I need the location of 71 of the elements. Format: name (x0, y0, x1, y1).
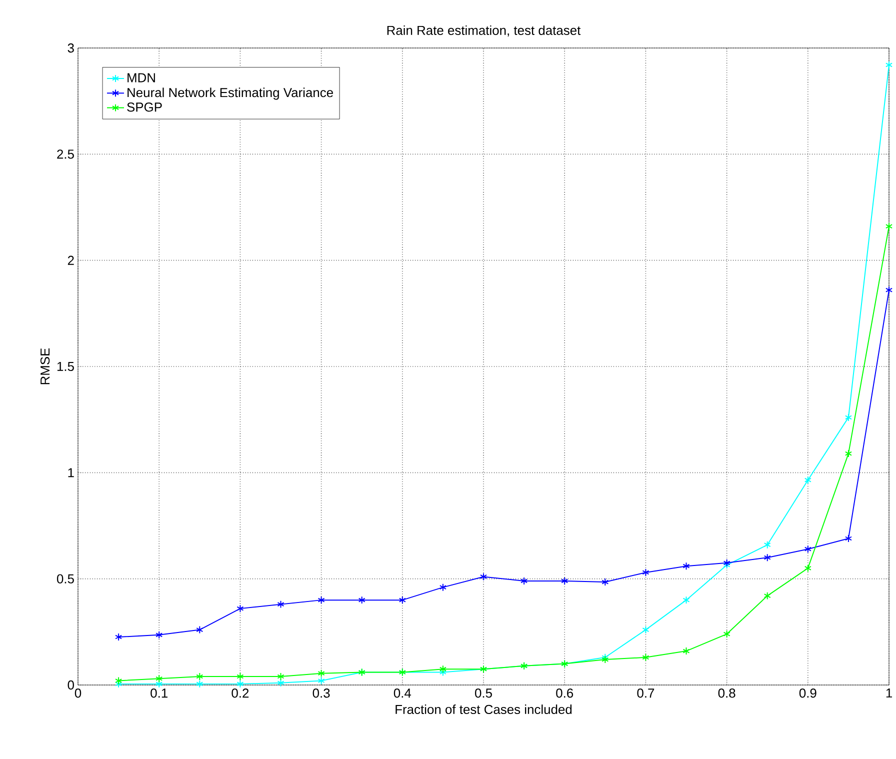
point (439, 583, 446, 592)
point (682, 596, 690, 604)
x-tick-label: 0 (74, 688, 82, 698)
y-tick-label: 2 (68, 256, 74, 265)
point (642, 626, 650, 634)
point (885, 286, 893, 294)
point (236, 680, 244, 688)
y-tick-label: 2.5 (57, 150, 74, 159)
point (318, 596, 325, 604)
point (115, 676, 122, 685)
y-tick-label: 3 (68, 43, 74, 53)
legend-label: SPGP (127, 102, 162, 112)
point (682, 562, 690, 570)
point (804, 545, 812, 554)
point (196, 626, 204, 634)
point (358, 596, 366, 604)
chart-title: Rain Rate estimation, test dataset (387, 25, 581, 37)
point (602, 578, 609, 586)
point (318, 669, 325, 678)
point (844, 450, 852, 458)
point (764, 554, 771, 562)
point (156, 630, 163, 639)
point (844, 534, 852, 542)
x-tick-label: 0.5 (475, 688, 492, 698)
y-tick-label: 0.5 (56, 574, 74, 584)
y-tick-label: 0 (68, 680, 74, 690)
y-axis-title: RMSE (40, 348, 50, 384)
point (804, 564, 812, 572)
point (156, 674, 163, 683)
point (480, 572, 488, 581)
point (885, 60, 893, 69)
point (602, 656, 609, 664)
point (602, 653, 609, 662)
x-tick-label: 0.6 (556, 688, 574, 698)
point (236, 604, 244, 613)
point (115, 633, 122, 641)
point (682, 647, 690, 656)
point (318, 676, 325, 685)
point (398, 596, 406, 604)
x-tick-label: 0.1 (150, 688, 168, 698)
x-axis-title: Fraction of test Cases included (396, 704, 572, 714)
x-tick-label: 0.8 (718, 688, 736, 698)
point (723, 558, 730, 567)
point (236, 672, 244, 680)
y-tick-label: 1.5 (57, 362, 74, 372)
point (561, 576, 568, 585)
point (723, 630, 730, 638)
x-tick-label: 0.3 (312, 688, 330, 698)
x-tick-label: 0.9 (799, 688, 816, 698)
point (764, 592, 771, 600)
x-tick-label: 1 (886, 688, 892, 698)
x-tick-label: 0.4 (394, 688, 412, 698)
legend-label: MDN (128, 73, 155, 82)
point (885, 222, 893, 230)
point (804, 476, 812, 484)
point (439, 665, 446, 674)
point (520, 576, 528, 585)
point (277, 678, 284, 687)
point (277, 600, 284, 608)
point (764, 540, 771, 549)
y-tick-label: 1 (68, 468, 74, 478)
point (844, 413, 852, 422)
x-tick-label: 0.7 (637, 688, 654, 698)
legend-label: Neural Network Estimating Variance (128, 88, 333, 100)
point (196, 680, 204, 688)
point (156, 680, 163, 688)
point (277, 672, 284, 680)
point (642, 653, 650, 662)
point (642, 568, 650, 576)
point (196, 672, 204, 680)
x-tick-label: 0.2 (232, 688, 249, 698)
